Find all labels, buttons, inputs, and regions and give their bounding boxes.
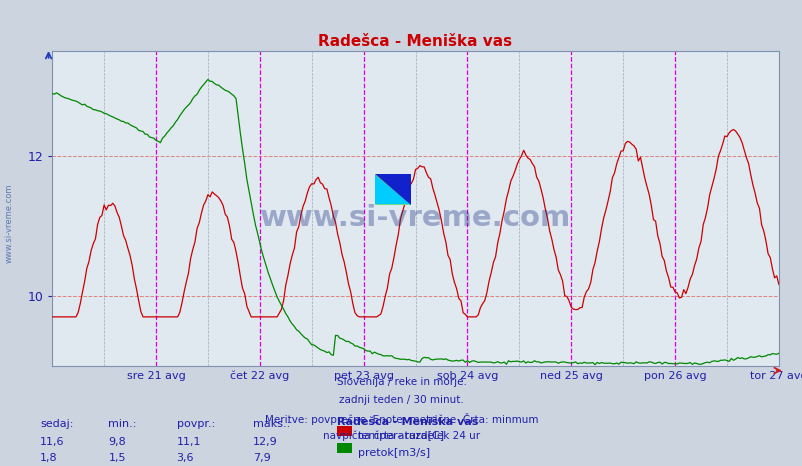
Text: povpr.:: povpr.: [176,419,215,429]
Text: www.si-vreme.com: www.si-vreme.com [260,204,570,232]
Polygon shape [375,174,411,205]
Polygon shape [375,174,411,205]
Text: www.si-vreme.com: www.si-vreme.com [5,184,14,263]
Text: 11,1: 11,1 [176,437,201,447]
Text: 11,6: 11,6 [40,437,65,447]
Text: temperatura[C]: temperatura[C] [358,431,444,441]
Polygon shape [375,174,411,205]
Text: 9,8: 9,8 [108,437,126,447]
Text: 7,9: 7,9 [253,453,270,463]
Text: 1,8: 1,8 [40,453,58,463]
Text: 12,9: 12,9 [253,437,277,447]
Text: 3,6: 3,6 [176,453,194,463]
Text: Meritve: povprečne  Enote: metrične  Črta: minmum: Meritve: povprečne Enote: metrične Črta:… [265,413,537,425]
Text: maks.:: maks.: [253,419,290,429]
Text: Slovenija / reke in morje.: Slovenija / reke in morje. [336,377,466,387]
Text: pretok[m3/s]: pretok[m3/s] [358,448,430,458]
Text: sedaj:: sedaj: [40,419,74,429]
Text: zadnji teden / 30 minut.: zadnji teden / 30 minut. [338,395,464,405]
Text: min.:: min.: [108,419,136,429]
Text: navpična črta - razdelek 24 ur: navpična črta - razdelek 24 ur [322,431,480,441]
Text: Radešca - Meniška vas: Radešca - Meniška vas [337,417,478,427]
Title: Radešca - Meniška vas: Radešca - Meniška vas [318,34,512,49]
Text: 1,5: 1,5 [108,453,126,463]
